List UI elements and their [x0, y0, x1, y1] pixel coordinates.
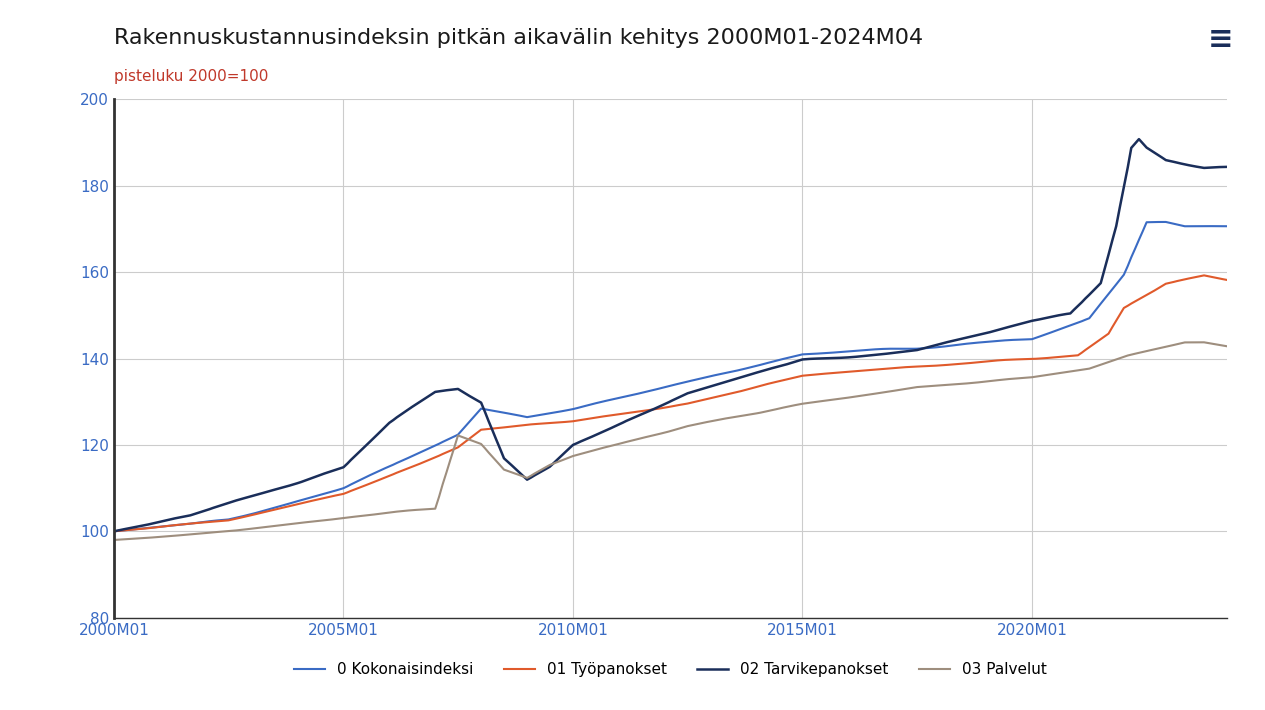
Line: 03 Palvelut: 03 Palvelut: [114, 342, 1227, 540]
Text: pisteluku 2000=100: pisteluku 2000=100: [114, 69, 268, 84]
Text: ≡: ≡: [1208, 25, 1233, 54]
Line: 0 Kokonaisindeksi: 0 Kokonaisindeksi: [114, 222, 1227, 531]
Legend: 0 Kokonaisindeksi, 01 Työpanokset, 02 Tarvikepanokset, 03 Palvelut: 0 Kokonaisindeksi, 01 Työpanokset, 02 Ta…: [295, 662, 1046, 677]
Line: 02 Tarvikepanokset: 02 Tarvikepanokset: [114, 139, 1227, 531]
Text: Rakennuskustannusindeksin pitkän aikavälin kehitys 2000M01-2024M04: Rakennuskustannusindeksin pitkän aikaväl…: [114, 28, 923, 48]
Line: 01 Työpanokset: 01 Työpanokset: [114, 275, 1227, 531]
